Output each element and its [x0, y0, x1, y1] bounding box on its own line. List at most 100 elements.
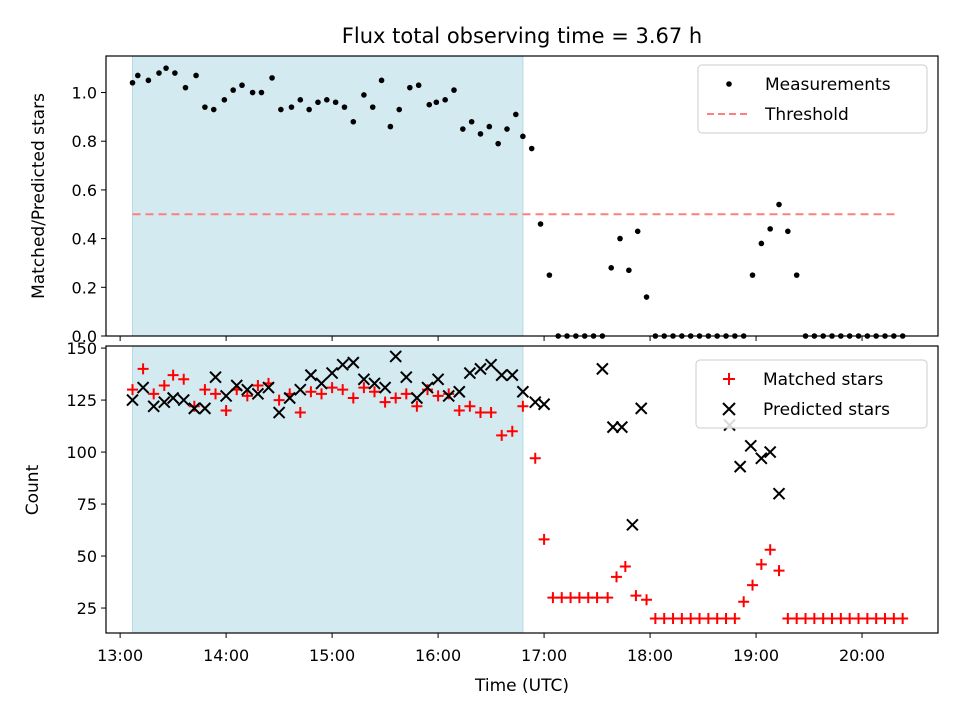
measurement-point [407, 84, 413, 91]
matched-star-point [630, 590, 642, 602]
y-tick-label: 0.0 [72, 327, 97, 346]
measurement-point [415, 82, 422, 89]
legend-predicted-marker [722, 402, 736, 416]
y-tick-label: 50 [77, 547, 97, 566]
matched-star-point [432, 390, 444, 402]
y-tick-label: 0.8 [72, 132, 97, 151]
predicted-star-point [635, 402, 648, 415]
y-tick-label: 0.6 [72, 181, 97, 200]
measurement-point [341, 104, 348, 110]
top-y-ticks: 0.0 0.2 0.4 0.6 0.8 1.0 [72, 84, 106, 346]
measurement-point [202, 104, 208, 110]
x-axis-label: Time (UTC) [474, 676, 569, 696]
predicted-star-point [606, 420, 620, 434]
bottom-predicted-points [126, 350, 786, 532]
top-legend: Measurements Threshold [697, 64, 928, 134]
predicted-star-point [357, 373, 371, 386]
matched-star-point [496, 429, 508, 441]
measurement-point [460, 126, 466, 132]
matched-star-point [379, 396, 391, 408]
measurement-point [258, 89, 265, 96]
x-tick-label: 19:00 [733, 646, 779, 665]
measurement-point [504, 126, 510, 132]
measurement-point [546, 272, 553, 278]
predicted-star-point [772, 487, 786, 500]
predicted-star-point [262, 381, 275, 394]
bottom-axes-frame [105, 345, 939, 634]
matched-star-point [358, 382, 370, 394]
matched-star-point [411, 400, 423, 412]
measurement-point [134, 72, 141, 79]
y-tick-label: 0.4 [72, 230, 97, 249]
predicted-star-point [272, 406, 286, 419]
x-tick-label: 20:00 [839, 646, 885, 665]
measurement-point [495, 140, 501, 147]
top-observing-window [131, 55, 524, 337]
matched-star-point [158, 380, 170, 392]
matched-star-point [273, 394, 285, 406]
measurement-point [249, 89, 256, 96]
x-tick-label: 13:00 [97, 646, 143, 665]
legend-measurements-marker [726, 81, 732, 87]
x-tick-label: 17:00 [521, 646, 567, 665]
measurement-point [239, 82, 245, 89]
measurement-point [306, 106, 312, 113]
matched-star-point [294, 407, 306, 419]
matched-star-point [337, 384, 349, 396]
predicted-star-point [241, 383, 254, 396]
measurement-point [369, 104, 376, 110]
legend-matched-marker [723, 373, 735, 385]
matched-star-point [199, 384, 211, 396]
matched-star-point [126, 384, 138, 396]
predicted-star-point [294, 383, 307, 396]
predicted-star-point [251, 387, 265, 401]
legend-measurements-label: Measurements [765, 75, 891, 95]
y-tick-label: 75 [77, 495, 97, 514]
predicted-star-point [219, 389, 233, 403]
matched-star-point [773, 565, 785, 577]
measurement-point [626, 267, 632, 274]
predicted-star-point [230, 379, 243, 392]
measurement-point [182, 84, 189, 91]
measurement-point [278, 106, 284, 113]
predicted-star-point [626, 518, 639, 532]
measurement-point [442, 97, 448, 103]
predicted-star-point [442, 389, 455, 403]
measurement-point [617, 235, 623, 242]
predicted-star-point [177, 393, 190, 407]
predicted-star-point [474, 362, 487, 376]
matched-star-point [641, 594, 653, 606]
measurement-point [230, 87, 236, 93]
measurement-point [350, 118, 357, 125]
matched-star-point [517, 400, 529, 412]
legend-predicted-label: Predicted stars [763, 400, 890, 420]
measurement-point [528, 145, 535, 152]
matched-star-point [764, 544, 776, 556]
predicted-star-point [147, 400, 160, 413]
matched-star-point [464, 400, 476, 412]
measurement-point [324, 97, 330, 103]
bottom-y-ticks: 25 50 75 100 125 150 [66, 339, 106, 618]
x-tick-label: 16:00 [415, 646, 461, 665]
predicted-star-point [733, 460, 747, 473]
bottom-y-axis-label: Count [23, 464, 43, 515]
measurement-point [486, 123, 493, 130]
predicted-star-point [596, 362, 609, 376]
measurement-point [634, 228, 641, 235]
y-tick-label: 125 [66, 391, 97, 410]
measurement-point [288, 104, 295, 110]
bottom-x-ticks: 13:00 14:00 15:00 16:00 17:00 18:00 19:00 20:00 [97, 633, 885, 665]
matched-star-point [220, 404, 232, 416]
matched-star-point [210, 388, 222, 400]
measurement-point [793, 272, 800, 278]
matched-star-point [747, 579, 759, 591]
top-panel: 0.0 0.2 0.4 0.6 0.8 1.0 Matched/Predicted sta… [29, 55, 939, 346]
matched-star-point [453, 404, 465, 416]
measurement-point [396, 106, 403, 113]
predicted-star-point [516, 385, 530, 398]
predicted-star-point [188, 402, 201, 415]
measurement-point [378, 77, 385, 84]
measurement-point [643, 294, 650, 300]
legend-threshold-label: Threshold [764, 105, 849, 125]
predicted-star-point [453, 385, 466, 398]
